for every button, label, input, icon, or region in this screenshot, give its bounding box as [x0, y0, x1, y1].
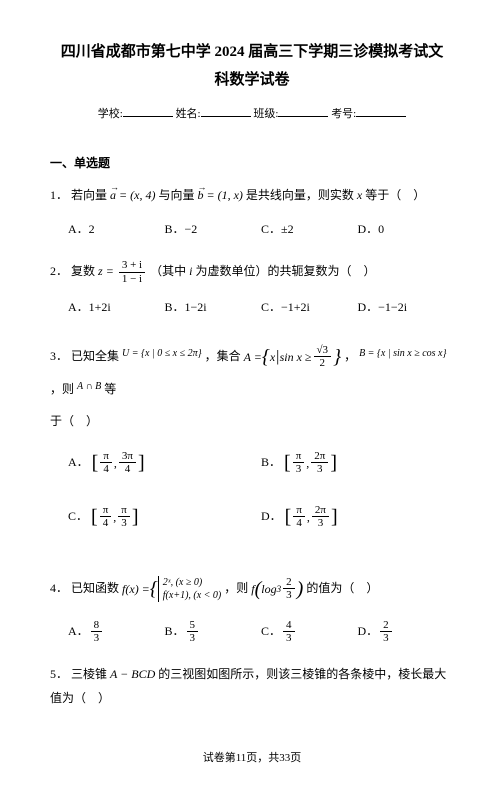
q3-options: A． [π4,3π4] B． [π3,2π3] C． [π4,π3] D． [π… — [50, 443, 454, 551]
q3-text: 等 — [104, 382, 116, 396]
q3-opt-b[interactable]: B． [π3,2π3] — [261, 443, 454, 483]
q2-num: 2． — [50, 264, 68, 278]
q2-text: （其中 — [150, 264, 186, 278]
q1-text: 是共线向量，则实数 — [246, 188, 354, 202]
q3-text: ， — [344, 348, 356, 362]
label-name: 姓名: — [176, 108, 201, 120]
q2-opt-c[interactable]: C．−1+2i — [261, 295, 358, 319]
q2-z: z = — [98, 264, 117, 278]
q3-opt-c[interactable]: C． [π4,π3] — [68, 497, 261, 537]
q3-num: 3． — [50, 348, 68, 362]
question-1: 1． 若向量 a = (x, 4) 与向量 b = (1, x) 是共线向量，则… — [50, 183, 454, 241]
q4-text: 已知函数 — [71, 580, 119, 594]
q4-num: 4． — [50, 580, 68, 594]
q3-acapb: A ∩ B — [77, 381, 101, 392]
q4-opt-b[interactable]: B．53 — [165, 619, 262, 645]
question-4: 4． 已知函数 f(x) = { 2ˣ, (x ≥ 0) f(x+1), (x … — [50, 569, 454, 645]
q1-opt-c[interactable]: C．±2 — [261, 217, 358, 241]
q2-opt-a[interactable]: A．1+2i — [68, 295, 165, 319]
q5-text: 三棱锥 — [71, 667, 107, 681]
q2-frac-den: 1 − i — [119, 273, 145, 285]
title-line-2: 科数学试卷 — [50, 68, 454, 92]
q3-opt-a[interactable]: A． [π4,3π4] — [68, 443, 261, 483]
q2-options: A．1+2i B．1−2i C．−1+2i D．−1−2i — [50, 295, 454, 319]
page-footer: 试卷第11页，共33页 — [50, 750, 454, 768]
q2-text: 复数 — [71, 264, 95, 278]
question-2: 2． 复数 z = 3 + i1 − i （其中 i 为虚数单位）的共轭复数为（… — [50, 259, 454, 319]
title-line-1: 四川省成都市第七中学 2024 届高三下学期三诊模拟考试文 — [50, 40, 454, 64]
q5-num: 5． — [50, 667, 68, 681]
q4-text: ，则 — [224, 580, 248, 594]
label-class: 班级: — [253, 108, 278, 120]
q1-eq-a: = (x, 4) — [116, 188, 158, 202]
question-5: 5． 三棱锥 A − BCD 的三视图如图所示，则该三棱锥的各条棱中，棱长最大值… — [50, 662, 454, 710]
q1-text: 等于（ ） — [365, 188, 425, 202]
q3-text: ，则 — [50, 382, 74, 396]
q2-text: 为虚数单位）的共轭复数为（ ） — [195, 264, 375, 278]
q3-opt-d[interactable]: D． [π4,2π3] — [261, 497, 454, 537]
blank-class[interactable] — [278, 104, 328, 117]
q1-vec-b: b — [197, 188, 203, 202]
q1-opt-d[interactable]: D．0 — [358, 217, 455, 241]
q3-a-expr: A = { x | sin x ≥ √32 } — [244, 337, 341, 377]
label-school: 学校: — [98, 108, 123, 120]
q1-opt-a[interactable]: A．2 — [68, 217, 165, 241]
q1-text: 若向量 — [71, 188, 107, 202]
q4-opt-d[interactable]: D．23 — [358, 619, 455, 645]
q1-eq-b: = (1, x) — [203, 188, 245, 202]
blank-exam-no[interactable] — [356, 104, 406, 117]
q2-opt-b[interactable]: B．1−2i — [165, 295, 262, 319]
label-exam-no: 考号: — [331, 108, 356, 120]
q1-var: x — [357, 188, 362, 202]
q1-opt-b[interactable]: B．−2 — [165, 217, 262, 241]
q4-func: f(x) = { 2ˣ, (x ≥ 0) f(x+1), (x < 0) — [122, 569, 221, 609]
section-heading: 一、单选题 — [50, 154, 454, 173]
blank-name[interactable] — [201, 104, 251, 117]
q4-options: A．83 B．53 C．43 D．23 — [50, 619, 454, 645]
q5-body: A − BCD — [110, 667, 155, 681]
q3-text-cont: 于（ ） — [50, 409, 454, 433]
q2-opt-d[interactable]: D．−1−2i — [358, 295, 455, 319]
q2-i: i — [189, 264, 192, 278]
question-3: 3． 已知全集 U = {x | 0 ≤ x ≤ 2π} ，集合 A = { x… — [50, 337, 454, 551]
q1-num: 1． — [50, 188, 68, 202]
q4-opt-a[interactable]: A．83 — [68, 619, 165, 645]
blank-school[interactable] — [123, 104, 173, 117]
q1-text: 与向量 — [158, 188, 194, 202]
q3-text: 已知全集 — [71, 348, 119, 362]
info-line: 学校: 姓名: 班级: 考号: — [50, 104, 454, 124]
q4-opt-c[interactable]: C．43 — [261, 619, 358, 645]
q4-fval: f ( log3 23 ) — [251, 569, 303, 609]
q2-frac-num: 3 + i — [119, 259, 145, 272]
q3-u: U = {x | 0 ≤ x ≤ 2π} — [122, 347, 202, 358]
q3-b-expr: B = {x | sin x ≥ cos x} — [359, 347, 446, 358]
q1-options: A．2 B．−2 C．±2 D．0 — [50, 217, 454, 241]
q4-text: 的值为（ ） — [306, 580, 378, 594]
q3-text: ，集合 — [205, 348, 241, 362]
q1-vec-a: a — [110, 188, 116, 202]
